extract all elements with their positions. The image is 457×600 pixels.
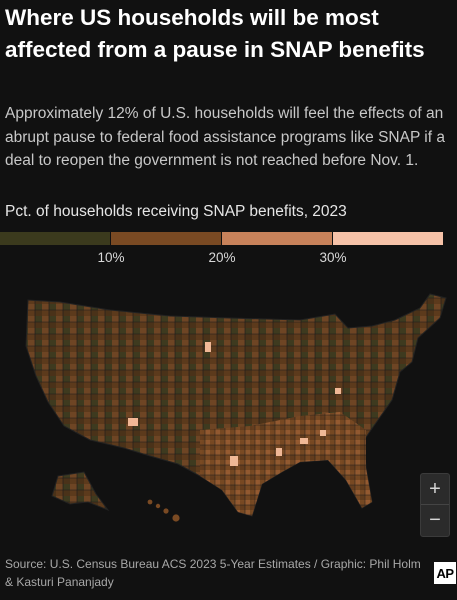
high-rate-clusters	[128, 342, 341, 466]
source-credit: Source: U.S. Census Bureau ACS 2023 5-Ye…	[5, 557, 421, 589]
legend-swatch-1	[111, 232, 221, 245]
legend-title: Pct. of households receiving SNAP benefi…	[5, 203, 347, 220]
legend-tick-20: 20%	[208, 250, 236, 265]
legend-tick-30: 30%	[319, 250, 347, 265]
chart-title: Where US households will be most affecte…	[5, 5, 425, 62]
alaska-shape	[51, 471, 110, 512]
legend-swatch-0	[0, 232, 110, 245]
chart-subtitle: Approximately 12% of U.S. households wil…	[5, 105, 445, 169]
southern-counties-region	[200, 412, 372, 516]
zoom-out-button[interactable]: −	[429, 508, 441, 531]
legend-color-scale	[0, 232, 443, 245]
legend-tick-10: 10%	[97, 250, 125, 265]
legend-swatch-3	[333, 232, 443, 245]
ap-logo: AP	[434, 562, 456, 584]
us-county-map[interactable]	[0, 280, 457, 542]
zoom-control: + −	[420, 473, 450, 537]
legend-swatch-2	[222, 232, 332, 245]
zoom-in-button[interactable]: +	[421, 474, 449, 505]
hawaii-shape	[147, 499, 180, 522]
